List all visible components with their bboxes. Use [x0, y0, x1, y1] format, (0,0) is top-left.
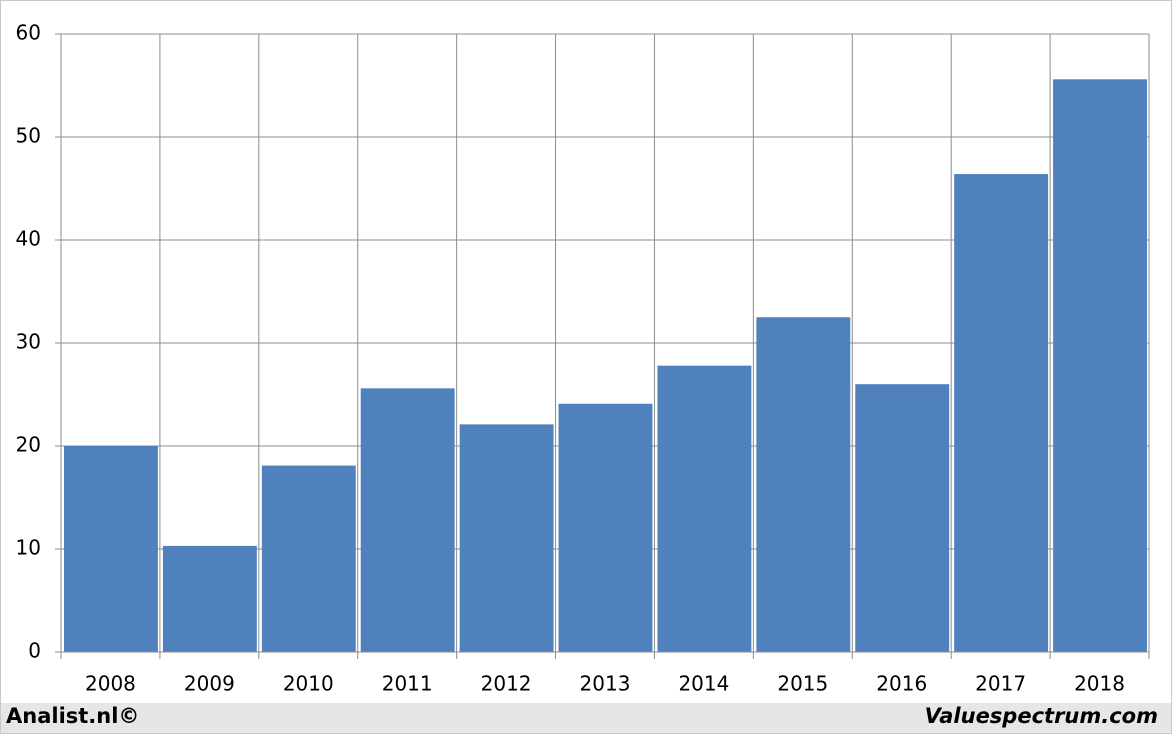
x-tick-label: 2014 — [678, 672, 729, 696]
y-tick-label: 60 — [16, 21, 41, 45]
y-tick-label: 20 — [16, 433, 41, 457]
footer-band — [1, 703, 1171, 733]
bar — [64, 446, 158, 652]
y-tick-label: 10 — [16, 536, 41, 560]
bar — [657, 365, 752, 652]
footer-right: Valuespectrum.com — [925, 704, 1158, 728]
x-tick-label: 2013 — [580, 672, 631, 696]
x-tick-label: 2010 — [283, 672, 334, 696]
bar — [360, 388, 455, 652]
y-tick-label: 0 — [28, 639, 41, 663]
x-tick-label: 2008 — [85, 672, 136, 696]
x-tick-label: 2009 — [184, 672, 235, 696]
bar — [756, 317, 851, 652]
bar — [261, 465, 356, 652]
x-tick-label: 2011 — [382, 672, 433, 696]
bar — [459, 424, 554, 652]
x-tick-label: 2018 — [1074, 672, 1125, 696]
x-tick-label: 2015 — [777, 672, 828, 696]
bar — [1053, 79, 1147, 652]
bar — [855, 384, 950, 652]
y-tick-label: 30 — [16, 330, 41, 354]
x-tick-label: 2017 — [975, 672, 1026, 696]
x-tick-label: 2012 — [481, 672, 532, 696]
footer-left: Analist.nl© — [6, 704, 139, 728]
bar — [558, 403, 653, 652]
bar — [162, 545, 257, 652]
bar — [954, 174, 1049, 652]
y-tick-label: 40 — [16, 227, 41, 251]
x-tick-label: 2016 — [876, 672, 927, 696]
y-tick-label: 50 — [16, 124, 41, 148]
